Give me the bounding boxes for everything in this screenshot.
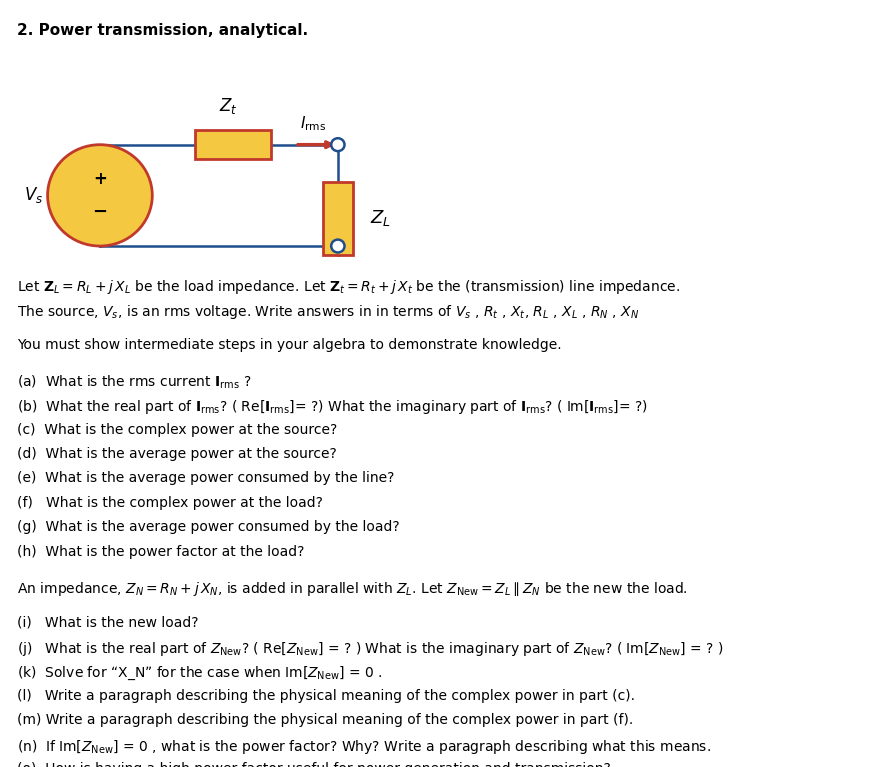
Text: (k)  Solve for “X_N” for the case when Im[$Z_{\mathrm{New}}$] = 0 .: (k) Solve for “X_N” for the case when Im… bbox=[18, 664, 382, 682]
Text: $Z_L$: $Z_L$ bbox=[370, 209, 391, 229]
Text: (n)  If Im[$Z_{\mathrm{New}}$] = 0 , what is the power factor? Why? Write a para: (n) If Im[$Z_{\mathrm{New}}$] = 0 , what… bbox=[18, 738, 711, 755]
Text: −: − bbox=[93, 203, 108, 221]
Text: (h)  What is the power factor at the load?: (h) What is the power factor at the load… bbox=[18, 545, 304, 558]
Text: (m) Write a paragraph describing the physical meaning of the complex power in pa: (m) Write a paragraph describing the phy… bbox=[18, 713, 634, 727]
Text: (a)  What is the rms current $\mathbf{I}_{\mathrm{rms}}$ ?: (a) What is the rms current $\mathbf{I}_… bbox=[18, 374, 252, 391]
Text: You must show intermediate steps in your algebra to demonstrate knowledge.: You must show intermediate steps in your… bbox=[18, 338, 562, 352]
Circle shape bbox=[47, 145, 152, 246]
Text: +: + bbox=[93, 170, 107, 188]
Circle shape bbox=[332, 138, 345, 151]
Text: (i)   What is the new load?: (i) What is the new load? bbox=[18, 616, 199, 630]
Circle shape bbox=[332, 239, 345, 252]
Text: (e)  What is the average power consumed by the line?: (e) What is the average power consumed b… bbox=[18, 472, 395, 486]
Text: (g)  What is the average power consumed by the load?: (g) What is the average power consumed b… bbox=[18, 520, 400, 534]
Text: (o)  How is having a high power factor useful for power generation and transmiss: (o) How is having a high power factor us… bbox=[18, 762, 611, 767]
Text: The source, $V_s$, is an rms voltage. Write answers in in terms of $V_s$ , $R_t$: The source, $V_s$, is an rms voltage. Wr… bbox=[18, 303, 640, 321]
Text: (f)   What is the complex power at the load?: (f) What is the complex power at the loa… bbox=[18, 495, 323, 510]
FancyBboxPatch shape bbox=[323, 182, 354, 255]
Text: Let $\mathbf{Z}_L = R_L + j\,X_L$ be the load impedance. Let $\mathbf{Z}_t = R_t: Let $\mathbf{Z}_L = R_L + j\,X_L$ be the… bbox=[18, 278, 680, 296]
Text: (l)   Write a paragraph describing the physical meaning of the complex power in : (l) Write a paragraph describing the phy… bbox=[18, 689, 635, 703]
Text: $V_s$: $V_s$ bbox=[24, 186, 43, 206]
FancyBboxPatch shape bbox=[195, 130, 271, 160]
Text: $I_{\mathrm{rms}}$: $I_{\mathrm{rms}}$ bbox=[300, 114, 326, 133]
Text: 2. Power transmission, analytical.: 2. Power transmission, analytical. bbox=[18, 23, 308, 38]
Text: (j)   What is the real part of $Z_{\mathrm{New}}$? ( Re[$Z_{\mathrm{New}}$] = ? : (j) What is the real part of $Z_{\mathrm… bbox=[18, 640, 724, 658]
Text: An impedance, $Z_N = R_N + j\,X_N$, is added in parallel with $Z_L$. Let $Z_{\ma: An impedance, $Z_N = R_N + j\,X_N$, is a… bbox=[18, 580, 688, 598]
Text: (b)  What the real part of $\mathbf{I}_{\mathrm{rms}}$? ( Re[$\mathbf{I}_{\mathr: (b) What the real part of $\mathbf{I}_{\… bbox=[18, 398, 648, 416]
Text: (c)  What is the complex power at the source?: (c) What is the complex power at the sou… bbox=[18, 423, 338, 436]
Text: $Z_t$: $Z_t$ bbox=[219, 96, 238, 116]
Text: (d)  What is the average power at the source?: (d) What is the average power at the sou… bbox=[18, 447, 337, 461]
